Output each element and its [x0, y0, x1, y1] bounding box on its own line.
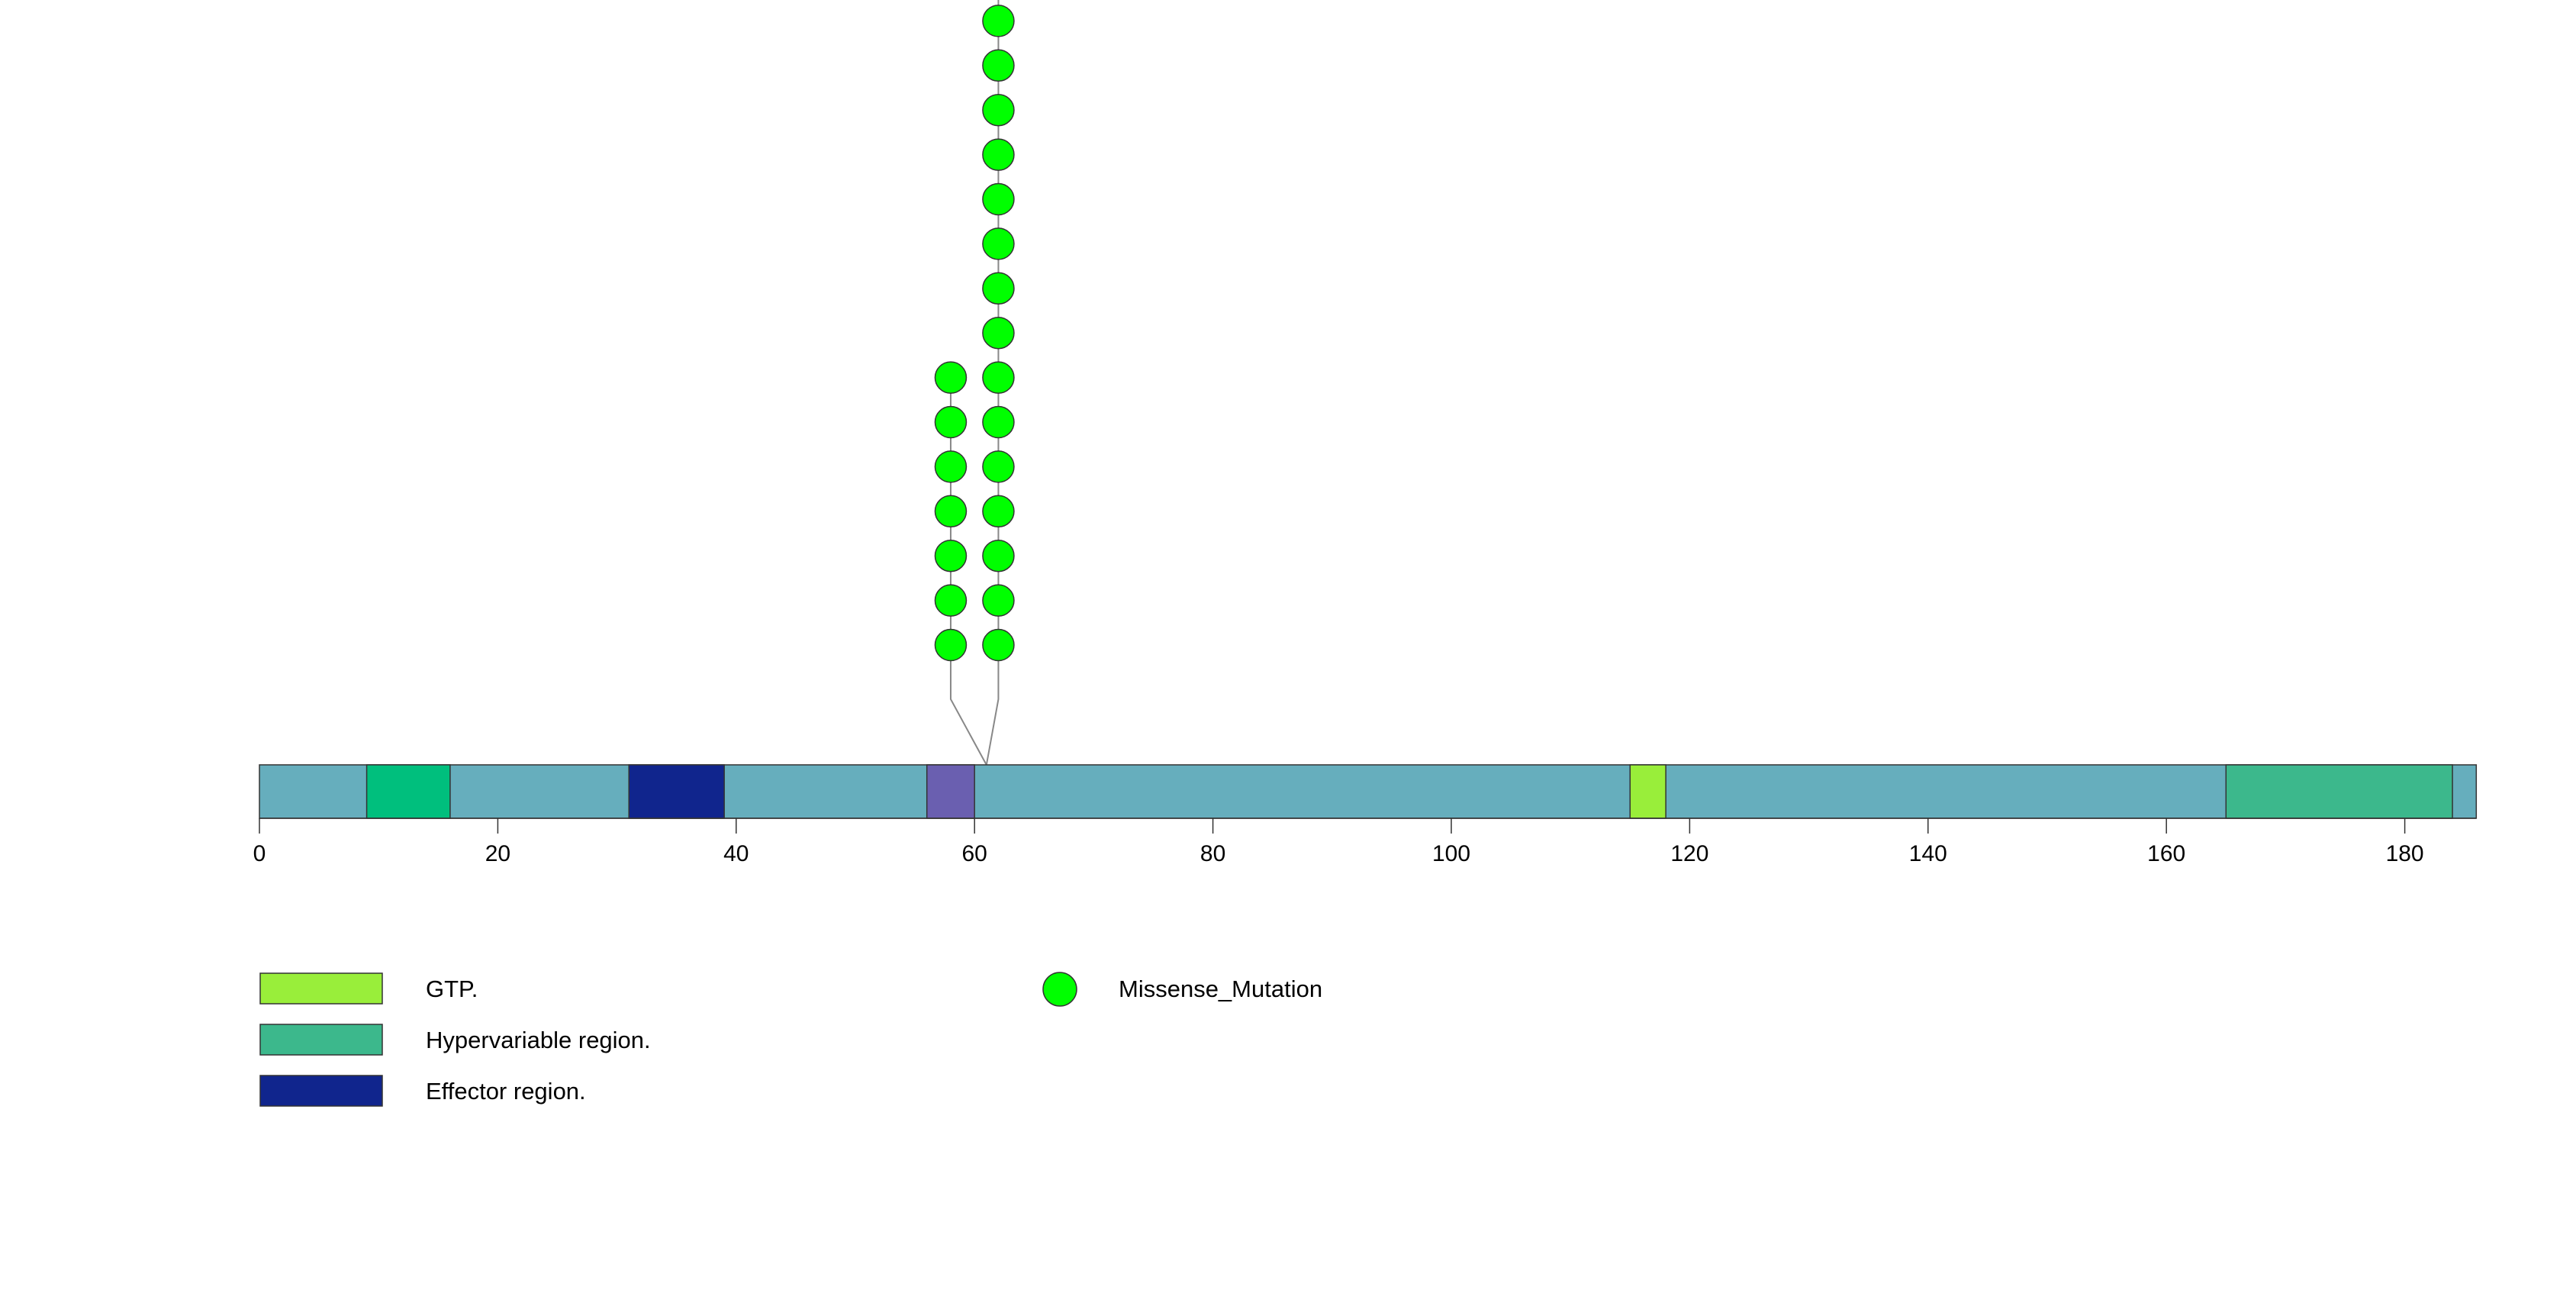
x-tick-label-0: 0: [253, 841, 266, 866]
mutation-dot-0-0: [934, 628, 968, 662]
x-tick-label-60: 60: [962, 841, 987, 866]
mutation-dot-1-2: [982, 539, 1015, 572]
mutation-dot-1-9: [982, 227, 1015, 260]
legend-mutation-dot-0: [1042, 972, 1077, 1007]
mutation-dot-0-3: [934, 495, 968, 528]
mutation-dot-0-4: [934, 450, 968, 483]
legend-swatch-1: [259, 1024, 383, 1056]
x-tick-label-100: 100: [1432, 841, 1470, 866]
domain-3: [1629, 764, 1666, 819]
mutation-dot-1-7: [982, 316, 1015, 350]
mutation-dot-1-8: [982, 272, 1015, 305]
x-tick-label-180: 180: [2386, 841, 2424, 866]
mutation-dot-1-6: [982, 361, 1015, 394]
mutation-dot-1-10: [982, 182, 1015, 216]
mutation-stem-0: [949, 377, 987, 766]
x-tick-label-120: 120: [1670, 841, 1708, 866]
x-tick-label-140: 140: [1909, 841, 1947, 866]
x-tick-label-20: 20: [485, 841, 510, 866]
mutation-dot-1-14: [982, 5, 1015, 37]
legend-label-1: Hypervariable region.: [426, 1027, 651, 1053]
mutation-dot-1-0: [982, 628, 1015, 662]
x-tick-label-40: 40: [723, 841, 749, 866]
mutation-dot-0-1: [934, 584, 968, 617]
mutation-dot-0-6: [934, 361, 968, 394]
legend-swatch-2: [259, 1075, 383, 1107]
mutation-dot-1-13: [982, 49, 1015, 82]
mutation-dot-1-4: [982, 450, 1015, 483]
protein-backbone: [259, 764, 2478, 819]
x-tick-label-160: 160: [2147, 841, 2185, 866]
domain-2: [926, 764, 975, 819]
legend-label-2: Effector region.: [426, 1078, 586, 1105]
mutation-dot-1-5: [982, 405, 1015, 439]
mutation-dot-0-2: [934, 539, 968, 572]
x-tick-label-80: 80: [1200, 841, 1225, 866]
domain-4: [2225, 764, 2453, 819]
mutation-dots: [934, 5, 1015, 662]
domain-0: [365, 764, 451, 819]
legend-mutation-label-0: Missense_Mutation: [1119, 976, 1322, 1002]
mutation-dot-1-12: [982, 93, 1015, 127]
legend-swatch-0: [259, 972, 383, 1005]
legend: GTP. Hypervariable region. Effector region…: [259, 972, 1322, 1107]
mutation-dot-1-11: [982, 138, 1015, 171]
mutation-dot-1-3: [982, 495, 1015, 528]
domain-1: [628, 764, 725, 819]
mutation-dot-1-1: [982, 584, 1015, 617]
mutation-dot-0-5: [934, 405, 968, 439]
x-axis: 0 20 40 60 80 100 120 140 160 180: [253, 818, 2477, 866]
legend-label-0: GTP.: [426, 976, 478, 1002]
backbone-bar: [259, 764, 2478, 819]
